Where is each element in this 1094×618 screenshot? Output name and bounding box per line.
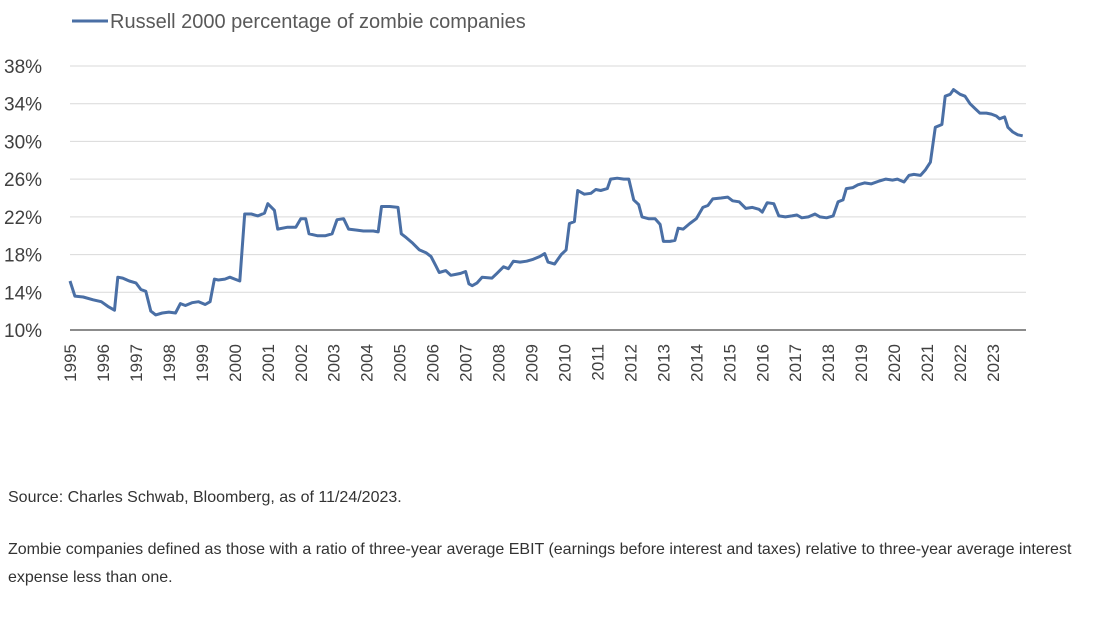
y-tick-label: 34% bbox=[4, 95, 42, 116]
x-tick-label: 2013 bbox=[654, 344, 673, 382]
y-tick-label: 22% bbox=[4, 208, 42, 229]
source-note: Source: Charles Schwab, Bloomberg, as of… bbox=[8, 489, 402, 506]
x-tick-label: 2018 bbox=[819, 344, 838, 382]
x-tick-label: 2011 bbox=[588, 344, 607, 381]
y-axis-ticks: 10% 14% 18% 22% 26% 30% 34% 38% bbox=[4, 57, 42, 342]
x-tick-label: 2003 bbox=[325, 344, 344, 382]
x-tick-label: 2012 bbox=[621, 344, 640, 382]
x-tick-label: 2017 bbox=[786, 344, 805, 382]
x-tick-label: 2023 bbox=[984, 344, 1003, 382]
x-tick-label: 1999 bbox=[193, 344, 212, 382]
x-tick-label: 2005 bbox=[391, 344, 410, 382]
y-tick-label: 14% bbox=[4, 283, 42, 304]
x-tick-label: 1996 bbox=[94, 344, 113, 382]
x-tick-label: 2022 bbox=[951, 344, 970, 382]
x-tick-label: 2008 bbox=[490, 344, 509, 382]
x-tick-label: 2020 bbox=[885, 344, 904, 382]
x-tick-label: 2001 bbox=[259, 344, 278, 382]
gridlines bbox=[70, 65, 1026, 331]
x-tick-label: 1998 bbox=[160, 344, 179, 382]
legend-label: Russell 2000 percentage of zombie compan… bbox=[110, 11, 526, 33]
y-tick-label: 38% bbox=[4, 57, 42, 78]
y-tick-label: 18% bbox=[4, 246, 42, 267]
x-axis-ticks: 1995 1996 1997 1998 1999 2000 2001 2002 2003 2004… bbox=[61, 344, 1003, 382]
x-tick-label: 2015 bbox=[720, 344, 739, 382]
x-tick-label: 2014 bbox=[687, 344, 706, 382]
x-tick-label: 2021 bbox=[918, 344, 937, 382]
y-tick-label: 10% bbox=[4, 321, 42, 342]
x-tick-label: 2007 bbox=[457, 344, 476, 382]
legend: Russell 2000 percentage of zombie compan… bbox=[72, 11, 526, 33]
x-tick-label: 2009 bbox=[523, 344, 542, 382]
x-tick-label: 2010 bbox=[555, 344, 574, 382]
x-tick-label: 2004 bbox=[358, 344, 377, 382]
series-line bbox=[68, 88, 1023, 317]
x-tick-label: 2016 bbox=[753, 344, 772, 382]
x-tick-label: 2019 bbox=[852, 344, 871, 382]
y-tick-label: 30% bbox=[4, 132, 42, 153]
x-tick-label: 1995 bbox=[61, 344, 80, 382]
x-tick-label: 2000 bbox=[226, 344, 245, 382]
y-tick-label: 26% bbox=[4, 170, 42, 191]
x-tick-label: 1997 bbox=[127, 344, 146, 382]
x-tick-label: 2002 bbox=[292, 344, 311, 382]
x-tick-label: 2006 bbox=[424, 344, 443, 382]
chart: Russell 2000 percentage of zombie compan… bbox=[4, 11, 1026, 382]
definition-note: Zombie companies defined as those with a… bbox=[8, 541, 1072, 586]
